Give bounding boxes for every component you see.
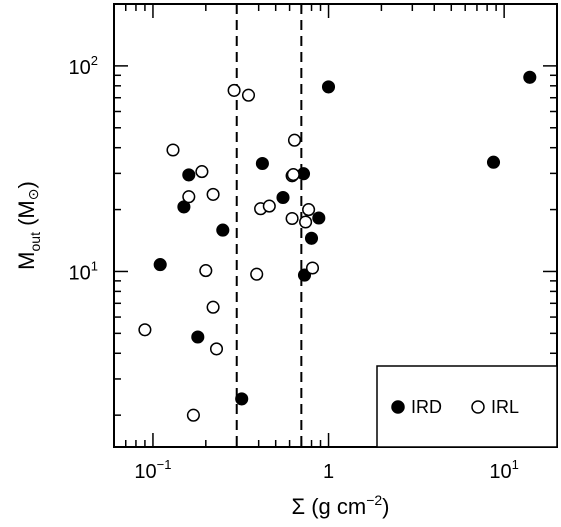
- data-point-ird: [177, 200, 191, 214]
- data-point-irl: [199, 264, 213, 278]
- data-point-ird: [191, 330, 205, 344]
- y-tick-label: 101: [69, 258, 98, 284]
- data-point-ird: [297, 268, 312, 282]
- data-point-irl: [287, 133, 302, 147]
- data-point-irl: [186, 408, 200, 422]
- legend-label: IRL: [491, 397, 519, 417]
- legend-marker-filled: [391, 400, 405, 414]
- legend-label: IRD: [411, 397, 442, 417]
- axes-frame: [113, 3, 558, 448]
- data-point-irl: [227, 83, 241, 97]
- x-tick-label: 10−1: [134, 457, 171, 483]
- data-point-ird: [255, 156, 269, 171]
- x-axis-label: Σ (g cm−2): [291, 492, 389, 519]
- data-point-ird: [312, 211, 326, 225]
- data-point-ird: [216, 223, 230, 237]
- y-tick-label: 102: [69, 53, 98, 79]
- data-points: [138, 70, 537, 422]
- data-point-ird: [153, 258, 167, 272]
- data-point-irl: [166, 143, 180, 157]
- x-tick-label: 101: [489, 457, 518, 483]
- threshold-lines: [235, 4, 303, 447]
- data-point-irl: [182, 190, 196, 204]
- data-point-ird: [523, 70, 537, 84]
- y-axis-label: Mout (M⊙): [14, 181, 43, 270]
- data-point-irl: [305, 261, 320, 275]
- legend-marker-open: [471, 400, 485, 414]
- x-tick-label: 1: [323, 461, 334, 483]
- data-point-ird: [235, 392, 249, 406]
- data-point-irl: [195, 165, 209, 179]
- data-point-ird: [276, 190, 290, 205]
- data-point-ird: [486, 155, 501, 169]
- legend: IRD IRL: [376, 365, 558, 448]
- data-point-irl: [138, 323, 152, 337]
- data-point-ird: [321, 80, 336, 94]
- data-point-irl: [209, 342, 224, 356]
- data-point-irl: [206, 187, 220, 201]
- data-point-irl: [286, 168, 300, 182]
- axis-labels: Σ (g cm−2) Mout (M⊙): [14, 181, 390, 519]
- data-point-irl: [241, 88, 256, 102]
- data-point-irl: [250, 267, 264, 281]
- legend-box: [376, 365, 558, 448]
- data-point-irl: [299, 215, 313, 229]
- data-point-ird: [182, 168, 196, 182]
- data-point-irl: [262, 199, 276, 213]
- plot-frame: [113, 3, 558, 448]
- data-point-irl: [285, 211, 299, 226]
- data-point-irl: [206, 300, 220, 314]
- data-point-irl: [302, 203, 316, 217]
- data-point-ird: [304, 231, 319, 245]
